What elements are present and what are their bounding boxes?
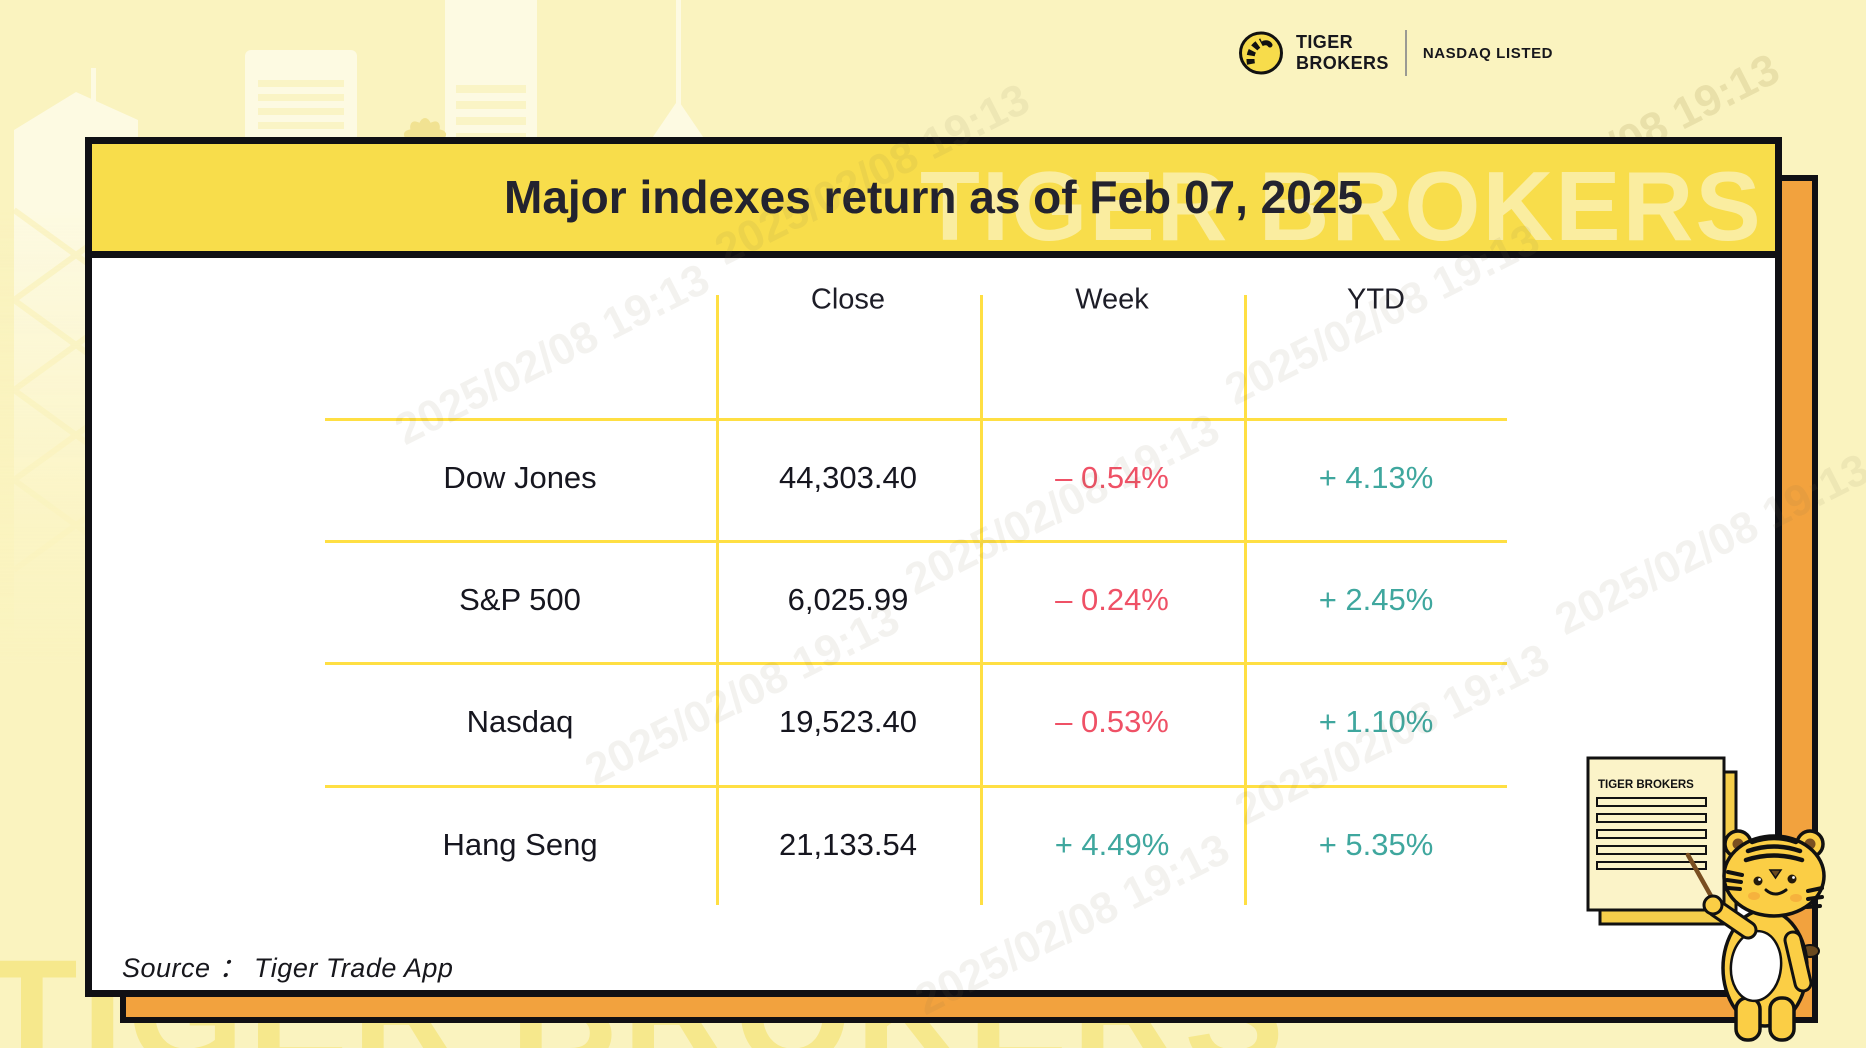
table-vertical-divider (1244, 295, 1247, 905)
source-note: Source ： Tiger Trade App (122, 953, 454, 983)
row-label-nasdaq: Nasdaq (466, 704, 574, 739)
tiger-smile (1764, 888, 1788, 896)
card-header: TIGER BROKERS Major indexes return as of… (92, 144, 1775, 258)
brand-name-line2: BROKERS (1296, 53, 1389, 73)
brand-name: TIGER BROKERS (1296, 32, 1389, 74)
close-value: 21,133.54 (779, 827, 917, 862)
page-title: Major indexes return as of Feb 07, 2025 (504, 171, 1363, 223)
ytd-change: + 5.35% (1318, 827, 1434, 862)
ytd-change: + 1.10% (1318, 704, 1434, 739)
ytd-change: + 4.13% (1318, 460, 1434, 495)
tiger-cheek-stripes (1725, 870, 1824, 909)
tiger-mascot: TIGER BROKERS (1586, 756, 1826, 1042)
brand-lockup: TIGER BROKERS NASDAQ LISTED (1238, 30, 1553, 76)
week-change: – 0.54% (1055, 460, 1169, 495)
tiger-eye (1753, 876, 1763, 886)
header-brand-watermark: TIGER BROKERS (920, 151, 1763, 258)
close-value: 6,025.99 (787, 582, 909, 617)
column-header-close: Close (810, 283, 886, 316)
week-change: – 0.53% (1055, 704, 1169, 739)
row-label-dow-jones: Dow Jones (443, 460, 597, 495)
nasdaq-listed-label: NASDAQ LISTED (1422, 44, 1554, 62)
column-header-ytd: YTD (1347, 283, 1405, 316)
brand-name-line1: TIGER (1296, 32, 1354, 52)
tiger-nose (1768, 869, 1783, 880)
document-front-sheet (1586, 756, 1726, 912)
table-horizontal-divider (325, 785, 1507, 788)
index-return-card: TIGER BROKERS Major indexes return as of… (85, 137, 1782, 997)
week-change: – 0.24% (1055, 582, 1169, 617)
week-change: + 4.49% (1054, 827, 1170, 862)
table-vertical-divider (980, 295, 983, 905)
tiger-paw (1702, 894, 1724, 916)
document-text-lines (1596, 797, 1707, 870)
ytd-change: + 2.45% (1318, 582, 1434, 617)
tiger-forehead-stripes (1743, 835, 1805, 863)
tiger-leg (1734, 996, 1762, 1042)
tiger-brokers-logo-icon (1239, 31, 1283, 75)
tiger-belly (1729, 929, 1783, 1003)
tiger-eye (1787, 874, 1797, 884)
table-horizontal-divider (325, 418, 1507, 421)
close-value: 19,523.40 (779, 704, 917, 739)
row-label-hang-seng: Hang Seng (442, 827, 598, 862)
table-vertical-divider (716, 295, 719, 905)
document-title: TIGER BROKERS (1598, 779, 1694, 791)
tiger-leg (1768, 996, 1796, 1042)
row-label-sp500: S&P 500 (459, 582, 581, 617)
table-horizontal-divider (325, 662, 1507, 665)
table-horizontal-divider (325, 540, 1507, 543)
close-value: 44,303.40 (779, 460, 917, 495)
brand-divider (1404, 30, 1407, 76)
column-header-week: Week (1075, 283, 1149, 316)
